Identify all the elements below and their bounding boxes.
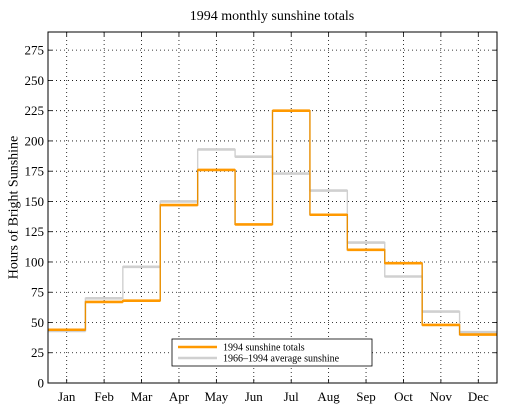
y-axis-label: Hours of Bright Sunshine — [7, 136, 22, 280]
y-tick-label-8: 200 — [25, 133, 45, 148]
y-tick-label-1: 25 — [31, 345, 44, 360]
y-tick-label-10: 250 — [25, 73, 45, 88]
y-tick-label-4: 100 — [25, 254, 45, 269]
y-tick-label-5: 125 — [25, 224, 45, 239]
legend-box — [171, 338, 373, 367]
x-tick-label-may: May — [204, 389, 228, 404]
y-tick-label-11: 275 — [25, 43, 45, 58]
x-tick-label-oct: Oct — [394, 389, 413, 404]
y-tick-label-7: 175 — [25, 164, 45, 179]
legend: 1994 sunshine totals 1966–1994 average s… — [171, 338, 373, 367]
y-tick-label-9: 225 — [25, 103, 45, 118]
x-tick-label-dec: Dec — [468, 389, 489, 404]
x-tick-label-jan: Jan — [58, 389, 76, 404]
x-tick-label-nov: Nov — [430, 389, 453, 404]
chart-title: 1994 monthly sunshine totals — [190, 9, 355, 24]
legend-label-average: 1966–1994 average sunshine — [223, 354, 340, 365]
legend-label-1994: 1994 sunshine totals — [223, 343, 305, 354]
x-tick-label-mar: Mar — [131, 389, 153, 404]
x-tick-label-jun: Jun — [245, 389, 264, 404]
x-tick-label-aug: Aug — [317, 389, 340, 404]
x-tick-label-sep: Sep — [356, 389, 376, 404]
x-tick-label-jul: Jul — [284, 389, 300, 404]
y-tick-label-3: 75 — [31, 285, 44, 300]
x-tick-label-feb: Feb — [94, 389, 114, 404]
series-lines — [48, 109, 497, 336]
x-axis: Jan Feb Mar Apr May Jun Jul Aug Sep Oct Nov Dec — [58, 32, 489, 404]
plot-frame — [47, 31, 498, 384]
y-axis: 0 25 50 75 100 125 150 175 200 225 250 275 — [25, 43, 497, 391]
y-tick-label-2: 50 — [31, 315, 44, 330]
x-tick-label-apr: Apr — [169, 389, 190, 404]
y-tick-label-0: 0 — [38, 376, 45, 391]
y-tick-label-6: 150 — [25, 194, 45, 209]
